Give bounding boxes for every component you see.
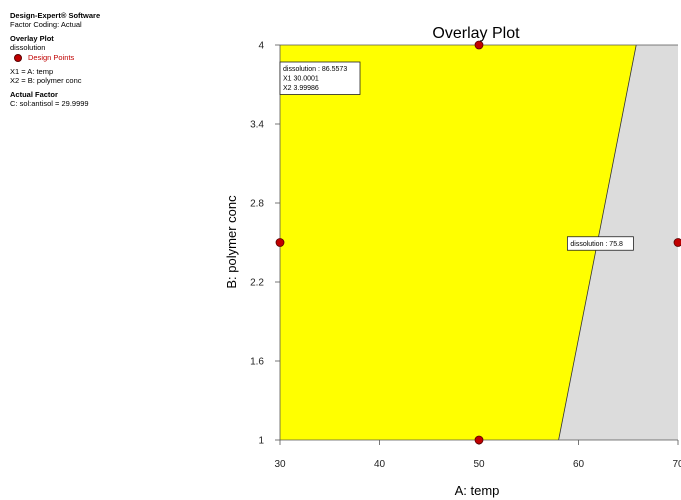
x-tick-label: 50	[473, 459, 485, 470]
flag-box	[566, 236, 634, 251]
x-tick-label: 30	[274, 459, 286, 470]
legend-label: Design Points	[28, 53, 75, 62]
design-point	[474, 40, 484, 50]
points-layer	[275, 40, 681, 445]
y-tick-label: 2.2	[250, 278, 264, 289]
design-point	[673, 238, 681, 247]
plot-type-label: Overlay Plot	[10, 34, 54, 43]
x1-definition: X1 = A: temp	[10, 67, 54, 76]
x-tick-label: 40	[374, 459, 386, 470]
y-tick-label: 2.8	[250, 199, 264, 210]
actual-factor-value: C: sol:antisol = 29.9999	[10, 99, 89, 108]
flag-text: X2 3.99986	[283, 85, 319, 92]
design-point	[474, 435, 484, 445]
flag-text: X1 30.0001	[283, 76, 319, 83]
flag-text: dissolution : 86.5573	[283, 66, 347, 73]
response-name: dissolution	[10, 43, 46, 52]
design-point-icon	[14, 53, 22, 62]
feasible-region	[280, 45, 637, 440]
x-tick-label: 60	[573, 459, 585, 470]
legend-design-points: Design Points	[10, 53, 160, 62]
ticks-layer: 30 40 50 60 70 1 1.6 2.2 2.8 3.4 4	[250, 41, 681, 471]
factor-coding: Factor Coding: Actual	[10, 20, 82, 29]
x-tick-label: 70	[672, 459, 681, 470]
info-panel: Design-Expert® Software Factor Coding: A…	[10, 11, 160, 108]
x-axis-title: A: temp	[455, 483, 500, 498]
software-name: Design-Expert® Software	[10, 11, 101, 20]
actual-factor-label: Actual Factor	[10, 90, 58, 99]
flag-text: dissolution : 75.8	[570, 241, 623, 248]
chart-title: Overlay Plot	[432, 25, 520, 42]
flags-layer: dissolution : 86.5573 X1 30.0001 X2 3.9998…	[279, 61, 634, 251]
x2-definition: X2 = B: polymer conc	[10, 76, 82, 85]
y-tick-label: 1	[258, 436, 264, 447]
y-tick-label: 4	[258, 41, 264, 52]
y-axis-title: B: polymer conc	[224, 195, 239, 289]
design-point	[275, 238, 285, 247]
y-tick-label: 1.6	[250, 357, 264, 368]
flag-box	[279, 61, 361, 95]
y-tick-label: 3.4	[250, 120, 264, 131]
